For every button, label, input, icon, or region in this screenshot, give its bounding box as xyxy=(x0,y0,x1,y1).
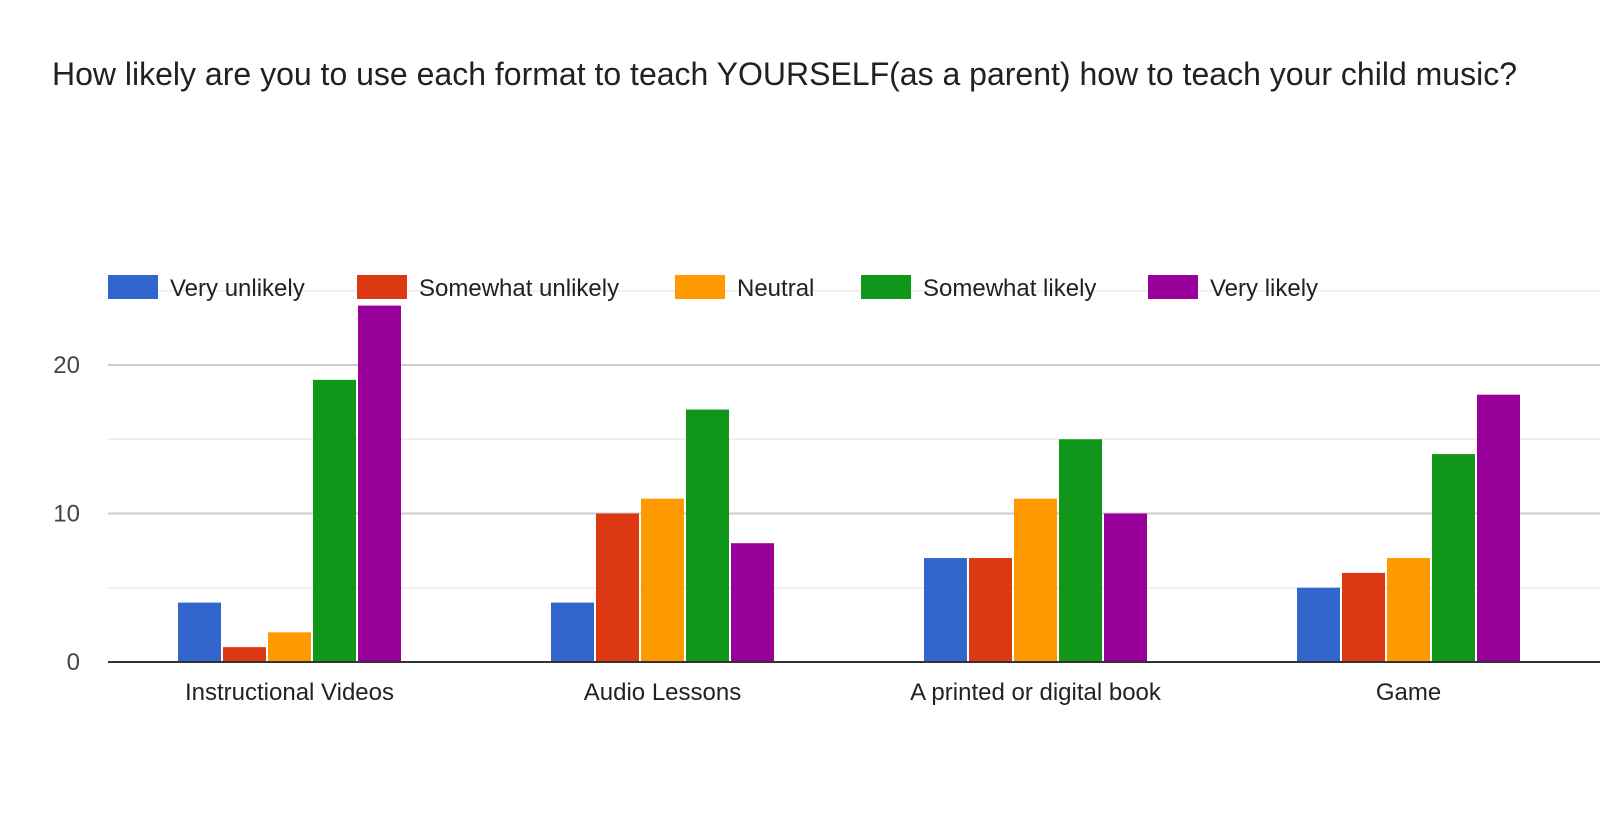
bar xyxy=(223,647,266,662)
bar xyxy=(924,558,967,662)
legend-label: Neutral xyxy=(737,275,814,302)
chart-title: How likely are you to use each format to… xyxy=(52,56,1517,92)
legend-item: Somewhat unlikely xyxy=(357,275,619,302)
legend-item: Very unlikely xyxy=(108,275,305,302)
y-tick-label: 10 xyxy=(53,501,80,528)
legend-label: Somewhat unlikely xyxy=(419,275,619,302)
legend-item: Somewhat likely xyxy=(861,275,1096,302)
bar xyxy=(1432,454,1475,662)
legend-swatch xyxy=(1148,275,1198,299)
legend-label: Somewhat likely xyxy=(923,275,1096,302)
y-tick-label: 20 xyxy=(53,352,80,379)
legend-item: Neutral xyxy=(675,275,814,302)
x-tick-label: Audio Lessons xyxy=(584,679,741,706)
bar xyxy=(1477,394,1520,662)
bar xyxy=(178,602,221,662)
y-axis-ticks: 0 10 20 xyxy=(53,352,80,676)
legend-swatch xyxy=(861,275,911,299)
bar xyxy=(1387,558,1430,662)
bar xyxy=(641,498,684,662)
legend-label: Very likely xyxy=(1210,275,1318,302)
legend-swatch xyxy=(675,275,725,299)
x-axis-labels: Instructional Videos Audio Lessons A print… xyxy=(185,679,1441,706)
y-tick-label: 0 xyxy=(67,649,80,676)
x-tick-label: A printed or digital book xyxy=(910,679,1162,706)
x-tick-label: Game xyxy=(1376,679,1441,706)
bar xyxy=(686,409,729,662)
legend-item: Very likely xyxy=(1148,275,1318,302)
bar xyxy=(1297,587,1340,662)
legend: Very unlikely Somewhat unlikely Neutral Som… xyxy=(108,275,1318,302)
bars xyxy=(178,305,1520,662)
bar xyxy=(313,379,356,662)
bar xyxy=(969,558,1012,662)
bar xyxy=(1104,513,1147,662)
legend-swatch xyxy=(108,275,158,299)
bar xyxy=(551,602,594,662)
bar xyxy=(731,543,774,662)
x-tick-label: Instructional Videos xyxy=(185,679,394,706)
bar xyxy=(358,305,401,662)
bar xyxy=(1014,498,1057,662)
legend-swatch xyxy=(357,275,407,299)
bar xyxy=(268,632,311,662)
bar xyxy=(1059,439,1102,662)
legend-label: Very unlikely xyxy=(170,275,305,302)
bar xyxy=(596,513,639,662)
bar xyxy=(1342,572,1385,662)
